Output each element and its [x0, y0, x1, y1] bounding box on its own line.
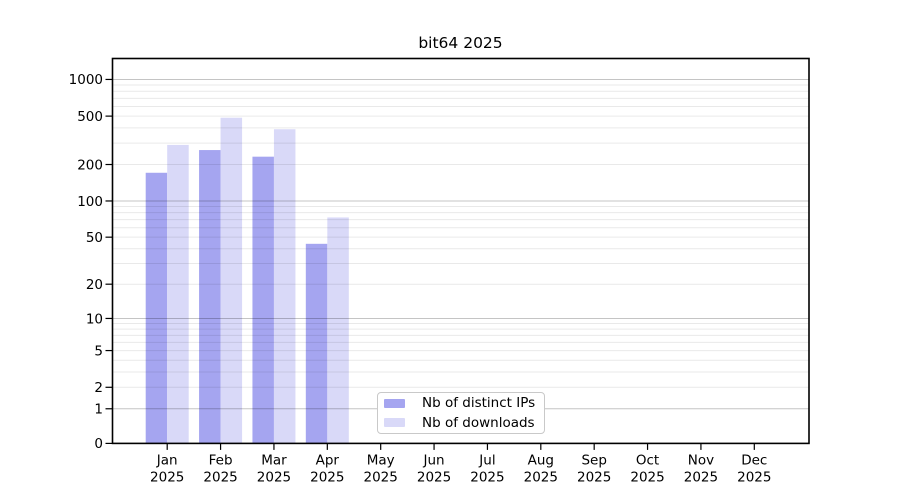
- y-tick-label: 200: [77, 157, 103, 173]
- x-tick-label-month: Dec: [741, 453, 767, 469]
- bar-nb-of-distinct-ips-mar: [252, 156, 274, 444]
- x-tick-label-month: Jan: [156, 453, 178, 469]
- y-tick-label: 1000: [69, 72, 103, 88]
- x-tick-label-year: 2025: [524, 470, 558, 486]
- x-tick-label-month: Oct: [636, 453, 659, 469]
- x-tick-label-year: 2025: [577, 470, 611, 486]
- bar-nb-of-distinct-ips-apr: [305, 243, 328, 444]
- legend-label-downloads: Nb of downloads: [422, 414, 535, 431]
- legend: Nb of distinct IPs Nb of downloads: [377, 392, 545, 434]
- y-tick-label: 1: [94, 402, 103, 418]
- x-tick-label-month: Mar: [261, 453, 287, 469]
- x-tick-label-month: Sep: [581, 453, 606, 469]
- x-tick-label-year: 2025: [150, 470, 184, 486]
- y-tick-label: 20: [86, 277, 103, 293]
- x-tick-label-year: 2025: [417, 470, 451, 486]
- bar-nb-of-downloads-feb: [220, 117, 243, 444]
- plot-border: [111, 57, 810, 445]
- x-tick-label-month: Jul: [478, 453, 495, 469]
- legend-item-downloads: Nb of downloads: [384, 414, 544, 432]
- y-tick-label: 10: [86, 311, 103, 327]
- chart-title: bit64 2025: [418, 34, 503, 52]
- x-tick-label-year: 2025: [310, 470, 344, 486]
- x-tick-label-year: 2025: [203, 470, 237, 486]
- x-tick-label-month: Nov: [688, 453, 714, 469]
- bar-nb-of-downloads-apr: [327, 217, 349, 444]
- bar-nb-of-downloads-jan: [167, 144, 189, 444]
- x-tick-label-month: Jun: [423, 453, 445, 469]
- x-tick-label-month: Feb: [209, 453, 233, 469]
- y-tick-label: 100: [77, 194, 103, 210]
- y-tick-label: 500: [77, 109, 103, 125]
- y-tick-label: 0: [94, 436, 103, 452]
- bar-nb-of-distinct-ips-jan: [145, 172, 168, 444]
- bar-nb-of-distinct-ips-feb: [199, 150, 221, 444]
- legend-label-distinct-ips: Nb of distinct IPs: [422, 395, 536, 412]
- x-tick-label-year: 2025: [684, 470, 718, 486]
- legend-item-distinct-ips: Nb of distinct IPs: [384, 394, 544, 412]
- x-tick-label-year: 2025: [364, 470, 398, 486]
- bar-nb-of-downloads-mar: [273, 129, 296, 444]
- x-tick-label-year: 2025: [737, 470, 771, 486]
- legend-swatch-downloads: [384, 418, 405, 428]
- x-tick-label-month: Apr: [316, 453, 340, 469]
- x-tick-label-month: May: [367, 453, 395, 469]
- x-tick-label-year: 2025: [257, 470, 291, 486]
- y-tick-label: 5: [94, 343, 103, 359]
- x-tick-label-year: 2025: [630, 470, 664, 486]
- x-tick-label-month: Aug: [528, 453, 554, 469]
- legend-swatch-distinct-ips: [384, 398, 405, 408]
- x-tick-label-year: 2025: [470, 470, 504, 486]
- y-tick-label: 2: [94, 380, 103, 396]
- y-tick-label: 50: [86, 230, 103, 246]
